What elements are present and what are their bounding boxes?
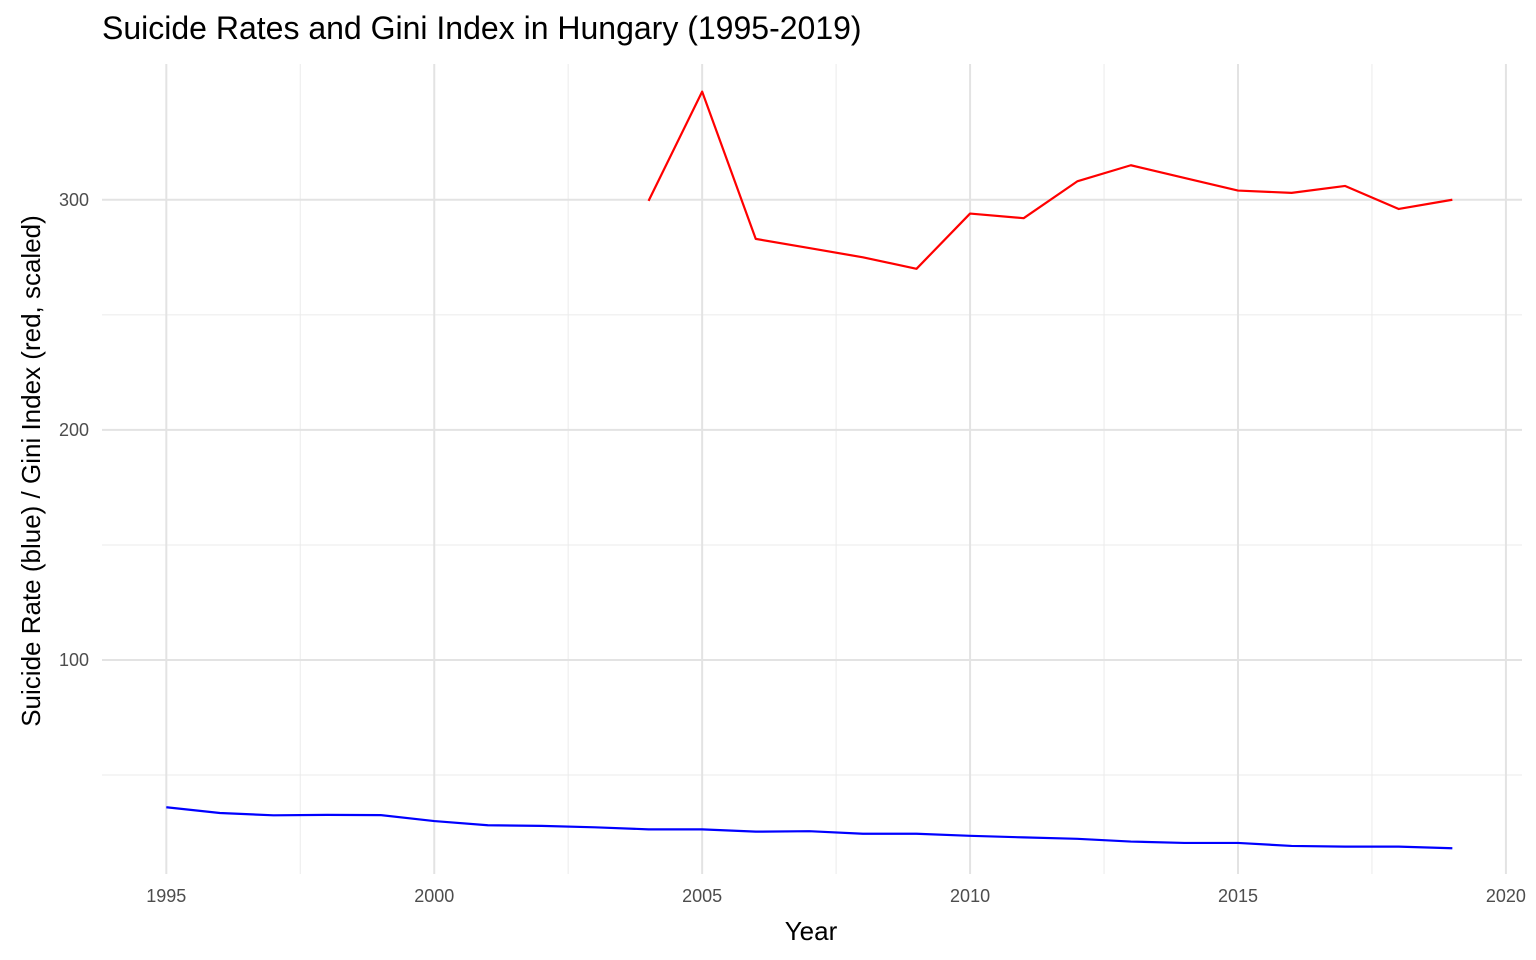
x-axis-tick-labels: 1995 2000 2005 2010 2015 2020: [146, 886, 1526, 906]
y-axis-title: Suicide Rate (blue) / Gini Index (red, s…: [16, 215, 46, 727]
minor-gridlines: [102, 64, 1522, 874]
y-tick-label: 200: [59, 420, 89, 440]
series-line-0: [166, 806, 1453, 850]
series-line-1: [647, 90, 1453, 270]
x-axis-title: Year: [785, 916, 838, 946]
x-tick-label: 2005: [682, 886, 722, 906]
x-tick-label: 1995: [146, 886, 186, 906]
y-tick-label: 300: [59, 190, 89, 210]
series-lines: [166, 90, 1453, 850]
x-tick-label: 2000: [414, 886, 454, 906]
x-tick-label: 2015: [1218, 886, 1258, 906]
y-axis-tick-labels: 100 200 300: [59, 190, 89, 670]
major-gridlines: [102, 64, 1522, 874]
x-tick-label: 2020: [1486, 886, 1526, 906]
chart-title: Suicide Rates and Gini Index in Hungary …: [102, 10, 862, 46]
y-tick-label: 100: [59, 650, 89, 670]
x-tick-label: 2010: [950, 886, 990, 906]
